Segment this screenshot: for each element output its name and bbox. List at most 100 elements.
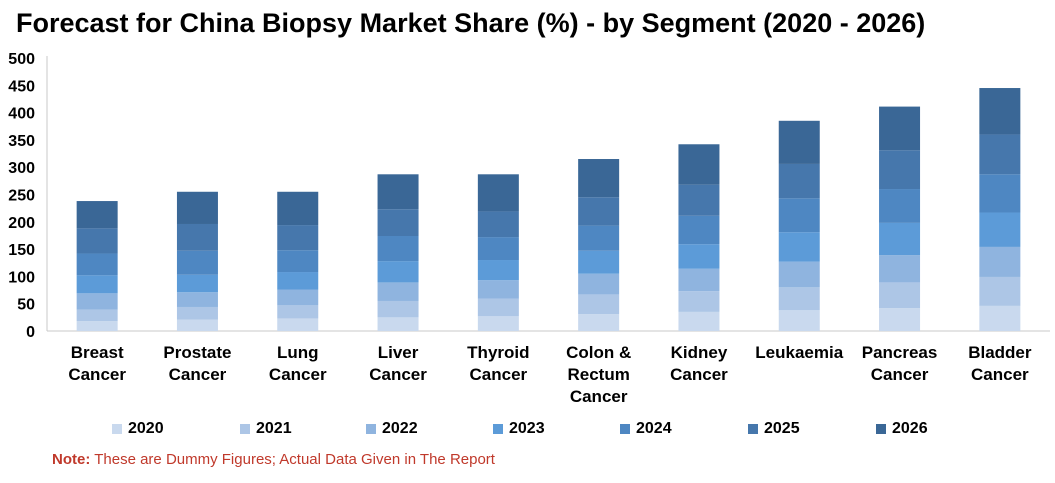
legend-item-2025: 2025 (748, 420, 800, 438)
bar-segment (979, 174, 1021, 213)
legend-item-2023: 2023 (493, 420, 545, 438)
note-text: These are Dummy Figures; Actual Data Giv… (94, 451, 495, 468)
x-tick-label: Cancer (68, 365, 126, 384)
bar-segment (477, 280, 519, 299)
bar-segment (879, 189, 921, 223)
x-tick-label: Cancer (670, 365, 728, 384)
legend-label: 2023 (509, 420, 545, 437)
y-tick-label: 350 (8, 133, 35, 150)
bar-segment (678, 215, 720, 245)
bar-segment (477, 260, 519, 281)
legend-swatch (876, 424, 886, 434)
bar-segment (76, 228, 118, 254)
bar-segment (76, 309, 118, 322)
x-tick-label: Pancreas (862, 343, 938, 362)
x-tick-label: Kidney (671, 343, 728, 362)
bar-segment (76, 253, 118, 276)
bar-segment (176, 191, 218, 224)
legend-swatch (112, 424, 122, 434)
bar-segment (277, 318, 319, 331)
bar-segment (76, 293, 118, 310)
bar-segment (176, 223, 218, 251)
bar-segment (879, 255, 921, 283)
bar-segment (678, 144, 720, 185)
bar-segment (578, 159, 620, 198)
y-tick-label: 200 (8, 215, 35, 232)
x-tick-label: Cancer (971, 365, 1029, 384)
y-tick-label: 500 (8, 51, 35, 68)
bar-segment (76, 201, 118, 229)
x-tick-label: Leukaemia (755, 343, 843, 362)
bar-segment (979, 212, 1021, 247)
legend-swatch (493, 424, 503, 434)
y-tick-label: 400 (8, 106, 35, 123)
y-tick-label: 100 (8, 269, 35, 286)
bar-segment (678, 311, 720, 331)
note-prefix: Note: (52, 451, 91, 468)
legend-item-2022: 2022 (366, 420, 418, 438)
bar-segment (176, 250, 218, 275)
bar-segment (76, 275, 118, 294)
bar-segment (277, 305, 319, 319)
x-tick-label: Lung (277, 343, 319, 362)
bar-segment (578, 250, 620, 274)
x-tick-label: Cancer (369, 365, 427, 384)
bar-segment (879, 106, 921, 151)
x-tick-label: Cancer (570, 387, 628, 406)
y-tick-label: 250 (8, 188, 35, 205)
bar-segment (578, 225, 620, 251)
bar-segment (377, 235, 419, 262)
bar-segment (678, 184, 720, 216)
bar-segment (778, 310, 820, 331)
bar-segment (277, 289, 319, 306)
legend-label: 2025 (764, 420, 800, 437)
x-tick-label: Breast (71, 343, 124, 362)
bar-segment (578, 273, 620, 295)
bar-segment (778, 287, 820, 311)
bar-segment (979, 246, 1021, 277)
legend-label: 2024 (636, 420, 672, 437)
legend-item-2021: 2021 (240, 420, 292, 438)
y-tick-label: 0 (26, 324, 35, 341)
bar-segment (477, 174, 519, 212)
bar-segment (277, 250, 319, 273)
bar-segment (678, 268, 720, 292)
bar-segment (879, 308, 921, 331)
legend-label: 2021 (256, 420, 292, 437)
legend-swatch (620, 424, 630, 434)
x-tick-label: Prostate (163, 343, 231, 362)
bar-segment (778, 163, 820, 199)
bar-segment (979, 305, 1021, 331)
bar-segment (277, 272, 319, 290)
x-tick-label: Cancer (871, 365, 929, 384)
x-tick-label: Cancer (169, 365, 227, 384)
bar-segment (778, 232, 820, 262)
bar-segment (578, 314, 620, 331)
bar-segment (477, 316, 519, 331)
x-tick-label: Thyroid (467, 343, 529, 362)
y-tick-label: 300 (8, 160, 35, 177)
legend-item-2024: 2024 (620, 420, 672, 438)
x-tick-label: Liver (378, 343, 419, 362)
bar-segment (377, 261, 419, 283)
bar-segment (377, 317, 419, 331)
y-tick-label: 450 (8, 78, 35, 95)
bar-segment (377, 282, 419, 301)
bar-segment (477, 211, 519, 238)
bar-segment (377, 300, 419, 318)
bar-segment (377, 174, 419, 210)
legend-item-2020: 2020 (112, 420, 164, 438)
chart-title: Forecast for China Biopsy Market Share (… (16, 8, 926, 38)
y-tick-label: 150 (8, 242, 35, 259)
bar-segment (176, 319, 218, 331)
legend-label: 2026 (892, 420, 928, 437)
legend-swatch (748, 424, 758, 434)
legend-swatch (240, 424, 250, 434)
bar-segment (879, 150, 921, 190)
x-tick-label: Cancer (269, 365, 327, 384)
bar-segment (578, 197, 620, 226)
bar-segment (277, 225, 319, 251)
x-tick-label: Cancer (470, 365, 528, 384)
bar-segment (778, 198, 820, 233)
